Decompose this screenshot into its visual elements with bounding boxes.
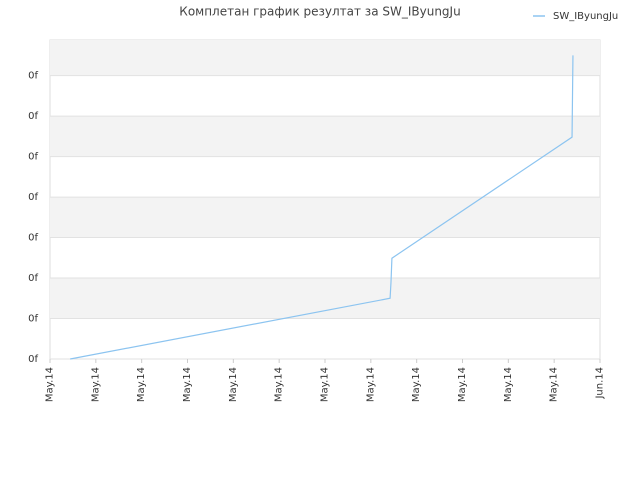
x-tick-label: May.14	[365, 367, 376, 402]
x-tick-label: May.14	[457, 367, 468, 402]
y-tick-label: 0f	[28, 273, 38, 284]
x-tick-label: May.14	[549, 367, 560, 402]
x-tick-label: May.14	[90, 367, 101, 402]
y-tick-label: 0f	[28, 192, 38, 203]
band	[50, 278, 600, 319]
y-tick-label: 0f	[28, 233, 38, 244]
band	[50, 116, 600, 157]
y-tick-label: 0f	[28, 354, 38, 365]
band	[50, 197, 600, 238]
x-tick-label: May.14	[45, 367, 56, 402]
x-tick-label: May.14	[320, 367, 331, 402]
x-tick-label: May.14	[411, 367, 422, 402]
band	[50, 40, 600, 76]
y-tick-label: 0f	[28, 111, 38, 122]
x-tick-label: Jun.14	[595, 367, 606, 400]
y-tick-label: 0f	[28, 152, 38, 163]
x-tick-label: May.14	[182, 367, 193, 402]
y-tick-label: 0f	[28, 71, 38, 82]
y-tick-label: 0f	[28, 314, 38, 325]
chart-title: Комплетан график резултат за SW_IByungJu	[179, 5, 460, 19]
x-tick-label: May.14	[274, 367, 285, 402]
line	[70, 55, 574, 360]
x-tick-label: May.14	[228, 367, 239, 402]
x-tick-label: May.14	[136, 367, 147, 402]
legend-label: SW_IByungJu	[553, 11, 618, 22]
x-tick-label: May.14	[503, 367, 514, 402]
